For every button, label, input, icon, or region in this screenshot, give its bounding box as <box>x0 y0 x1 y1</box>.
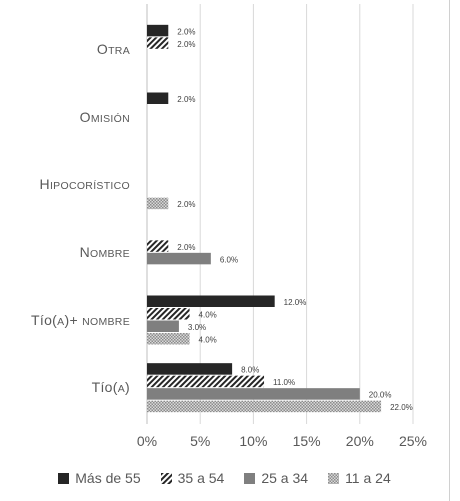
legend-item: 35 a 54 <box>160 470 225 486</box>
legend-swatch <box>58 472 70 484</box>
bar <box>147 37 169 49</box>
legend-item: Más de 55 <box>58 470 141 486</box>
bar <box>147 24 169 37</box>
bar <box>147 375 265 388</box>
legend-swatch <box>328 472 340 484</box>
x-tick-label: 0% <box>136 433 158 449</box>
x-tick-label: 20% <box>345 433 374 449</box>
category-label: Tío(A)+ NOMBRE <box>31 311 130 328</box>
legend-item: 11 a 24 <box>328 470 391 486</box>
bar <box>147 240 169 252</box>
bar <box>147 92 169 104</box>
bar <box>147 295 275 307</box>
category-label: Tío(A) <box>91 379 130 396</box>
category-label: HIPOCORÍSTICO <box>39 176 130 193</box>
category-label: OTRA <box>96 40 130 57</box>
bar <box>147 363 233 375</box>
x-tick-label: 25% <box>398 433 428 449</box>
legend-swatch <box>244 472 256 484</box>
bar-value-label: 4.0% <box>199 336 217 345</box>
legend-label: 35 a 54 <box>177 470 225 486</box>
bar-value-label: 4.0% <box>199 311 217 320</box>
bar-value-label: 11.0% <box>273 378 295 387</box>
bar-value-label: 2.0% <box>177 200 195 209</box>
x-tick-label: 15% <box>292 433 321 449</box>
legend-swatch <box>160 472 172 484</box>
category-label: OMISIÓN <box>79 108 130 125</box>
bar <box>147 333 190 345</box>
bar <box>147 197 169 210</box>
legend-label: Más de 55 <box>75 470 141 486</box>
bar <box>147 388 360 400</box>
bar-value-label: 8.0% <box>241 366 259 375</box>
legend: Más de 55 35 a 54 25 a 34 11 a 24 <box>0 470 449 486</box>
category-label: NOMBRE <box>79 243 130 260</box>
bar-value-label: 2.0% <box>177 40 195 49</box>
x-tick-label: 10% <box>239 433 268 449</box>
bar <box>147 320 179 332</box>
legend-label: 25 a 34 <box>261 470 309 486</box>
bar-value-label: 22.0% <box>390 403 413 412</box>
bar-value-label: 6.0% <box>220 255 238 264</box>
bar-value-label: 2.0% <box>177 243 195 252</box>
legend-item: 25 a 34 <box>244 470 308 486</box>
bar <box>147 400 382 413</box>
x-tick-label: 5% <box>190 433 211 449</box>
bar <box>147 308 190 320</box>
bar <box>147 252 211 265</box>
bar-value-label: 2.0% <box>177 27 195 36</box>
bar-value-label: 20.0% <box>369 391 392 400</box>
bar-value-label: 12.0% <box>284 298 307 307</box>
bar-value-label: 2.0% <box>177 95 195 104</box>
bar-value-label: 3.0% <box>188 323 206 332</box>
legend-label: 11 a 24 <box>345 470 391 486</box>
chart-frame-line <box>449 0 450 501</box>
